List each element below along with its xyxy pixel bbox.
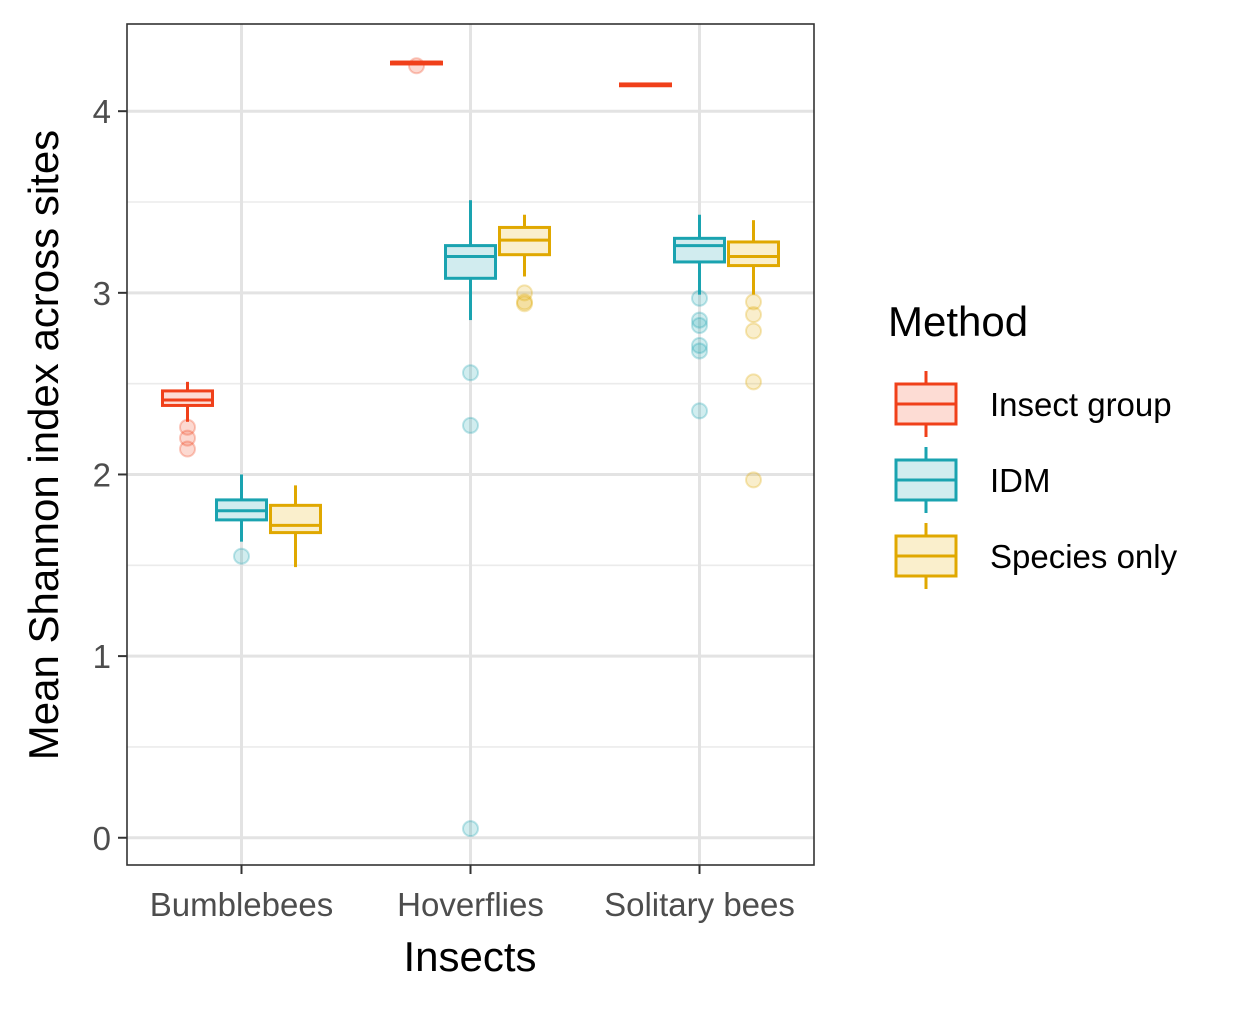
outlier-point (462, 416, 479, 434)
box-group (390, 57, 443, 75)
box-group (215, 474, 268, 565)
legend: Method Insect group IDM Species only (888, 298, 1178, 589)
outlier-point (691, 311, 708, 329)
outlier-point (408, 57, 425, 75)
box-group (673, 214, 726, 420)
legend-item: IDM (894, 447, 1051, 513)
box-rect (161, 389, 214, 407)
outlier-point (691, 337, 708, 355)
box-layer (161, 57, 780, 838)
box-group (619, 82, 672, 88)
box-group (498, 214, 551, 313)
grid-layer (127, 24, 814, 865)
legend-item: Species only (894, 523, 1178, 589)
y-tick-label: 2 (93, 456, 111, 493)
legend-item: Insect group (894, 371, 1172, 437)
legend-label: Species only (990, 538, 1178, 575)
box-rect (269, 503, 322, 535)
box-group (269, 485, 322, 568)
axis-layer: 0 1 2 3 4 Bumblebees Hoverflies Solitary bees (93, 93, 795, 923)
outlier-point (745, 322, 762, 340)
x-tick-label: Solitary bees (604, 886, 795, 923)
box-rect (673, 236, 726, 264)
outlier-point (462, 820, 479, 838)
outlier-point (516, 295, 533, 313)
outlier-point (745, 471, 762, 489)
y-tick-label: 1 (93, 638, 111, 675)
x-tick-label: Bumblebees (150, 886, 333, 923)
outlier-point (179, 429, 196, 447)
y-axis-title: Mean Shannon index across sites (20, 130, 67, 760)
y-tick-label: 0 (93, 820, 111, 857)
legend-keys: Insect group IDM Species only (894, 371, 1178, 589)
outlier-point (745, 306, 762, 324)
x-tick-label: Hoverflies (397, 886, 544, 923)
outlier-point (691, 402, 708, 420)
x-axis-title: Insects (403, 933, 536, 980)
box-group (444, 200, 497, 838)
box-rect (444, 244, 497, 280)
legend-title: Method (888, 298, 1028, 345)
box-rect (727, 240, 780, 268)
outlier-point (691, 317, 708, 335)
box-group (727, 220, 780, 489)
y-tick-label: 4 (93, 93, 111, 130)
outlier-point (233, 547, 250, 565)
y-tick-label: 3 (93, 275, 111, 312)
legend-label: Insect group (990, 386, 1172, 423)
outlier-point (516, 293, 533, 311)
box-group (161, 381, 214, 458)
legend-label: IDM (990, 462, 1051, 499)
outlier-point (745, 373, 762, 391)
outlier-point (516, 284, 533, 302)
outlier-point (462, 364, 479, 382)
outlier-point (179, 440, 196, 458)
outlier-point (691, 342, 708, 360)
